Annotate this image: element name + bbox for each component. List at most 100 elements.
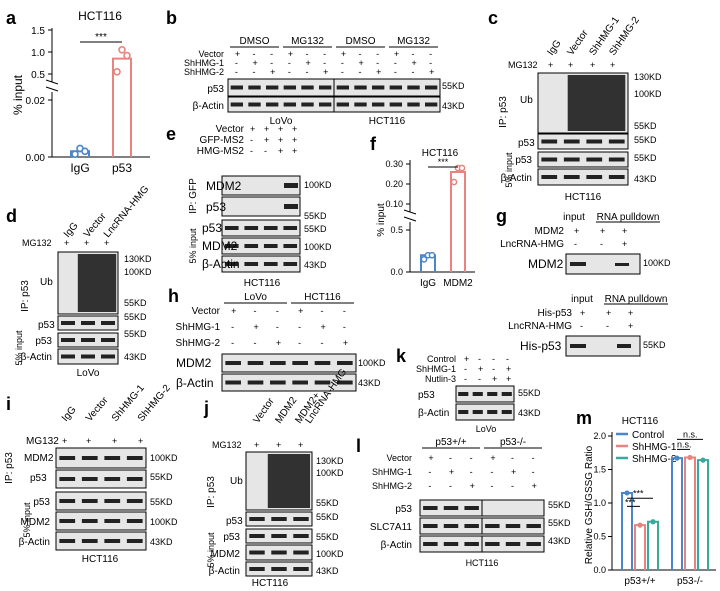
panel-b-blot-p53-lovo-band — [301, 85, 314, 90]
panel-m-title: HCT116 — [622, 416, 659, 427]
panel-e-row-label: GFP-MS2 — [200, 135, 245, 146]
panel-b-size: 55KD — [442, 81, 465, 91]
panel-b-sign: - — [412, 49, 415, 59]
panel-d-p53-blot-band — [101, 321, 115, 325]
panel-i-ip-p53-band — [104, 477, 121, 481]
panel-j-size: 100KD — [316, 549, 344, 559]
panel-h-sign: + — [276, 338, 281, 348]
panel-g-header: input — [563, 212, 585, 223]
panel-b-sign: - — [306, 49, 309, 59]
panel-i-input-p53-band — [104, 499, 121, 503]
panel-c-size: 55KD — [634, 121, 657, 131]
panel-e-sign: - — [250, 146, 253, 156]
panel-l-group: p53-/- — [500, 437, 526, 448]
panel-i-input: 5% input — [22, 502, 32, 538]
panel-d-p53-blot-band — [81, 321, 95, 325]
panel-b-blot-actin-hct — [333, 96, 441, 113]
panel-c-input-p53-band — [563, 157, 580, 162]
panel-b-cell: HCT116 — [369, 116, 406, 127]
panel-b-group: MG132 — [397, 36, 430, 47]
panel-j-size: 55KD — [316, 498, 339, 508]
panel-g-band — [615, 263, 629, 266]
panel-b-sign: - — [253, 49, 256, 59]
panel-l-blot-actin-ko-band — [485, 542, 500, 546]
panel-m-signif: *** — [625, 498, 636, 508]
panel-e-input: 5% input — [188, 228, 198, 264]
panel-j-size: 130KD — [316, 456, 344, 466]
panel-g-sign: - — [580, 321, 583, 331]
panel-d-ip: IP: p53 — [20, 280, 31, 312]
panel-c-input: 5% input — [504, 152, 514, 188]
panel-l-blot-label: p53 — [395, 504, 412, 515]
panel-a-tick-label: 0.02 — [26, 96, 46, 107]
panel-d-size: 100KD — [124, 267, 152, 277]
panel-e-input-mdm2-band — [224, 244, 239, 248]
panel-f-break — [403, 209, 417, 215]
panel-b-blot-p53-lovo-band — [283, 85, 297, 90]
panel-c-p53-blot-band — [586, 139, 603, 144]
panel-b-blot-actin-hct-band — [389, 102, 403, 107]
panel-e-input-actin-band — [224, 262, 239, 266]
panel-d-treat: MG132 — [22, 238, 52, 248]
panel-h-sign: + — [321, 322, 326, 332]
panel-m-tick-label: 2.0 — [593, 431, 606, 441]
panel-i-ip-label: p53 — [30, 473, 47, 484]
panel-j-input-actin-band — [293, 567, 309, 571]
panel-e-input-p53 — [221, 219, 301, 237]
panel-a-tick-label: 0.5 — [31, 70, 45, 81]
panel-e-size: 55KD — [304, 211, 327, 221]
panel-d-size: 55KD — [124, 312, 147, 322]
panel-l-row-label: ShHMG-2 — [372, 481, 412, 491]
panel-a-letter: a — [6, 8, 17, 28]
panel-b-sign: - — [376, 49, 379, 59]
panel-g-sign: + — [622, 239, 627, 249]
panel-j-sign: + — [254, 440, 259, 450]
panel-g-sign: + — [580, 308, 585, 318]
panel-b-blot-p53-hct-band — [371, 85, 385, 90]
panel-m-bar — [634, 524, 646, 570]
panel-l-size: 43KD — [548, 536, 571, 546]
panel-l-sign: - — [490, 467, 493, 477]
panel-l-sign: - — [449, 453, 452, 463]
panel-j-size: 43KD — [316, 566, 339, 576]
panel-l-row-label: ShHMG-1 — [372, 467, 412, 477]
panel-c-size: 43KD — [634, 174, 657, 184]
panel-b-row-label: ShHMG-1 — [184, 58, 224, 68]
panel-l-blot-p53-wt-band — [443, 506, 459, 510]
panel-m-tick-label: 1.5 — [593, 465, 606, 475]
panel-k-size: 55KD — [518, 388, 541, 398]
panel-l-blot-slc-ko-band — [526, 524, 541, 528]
panel-l-sign: + — [511, 467, 516, 477]
panel-e-input-label: p53 — [202, 221, 222, 235]
panel-m-tick-label: 0.0 — [593, 565, 606, 575]
panel-c-input-p53-band — [586, 157, 603, 162]
panel-d-sign: + — [84, 238, 89, 248]
panel-d-input-actin-band — [101, 354, 115, 359]
panel-m-tick-label: 1.0 — [593, 498, 606, 508]
panel-h-sign: + — [254, 322, 259, 332]
panel-k-sign: - — [464, 374, 467, 384]
panel-h-blot-mdm2-band — [337, 361, 353, 365]
panel-m-bar — [647, 520, 659, 570]
panel-c-lane: IgG — [545, 38, 563, 58]
panel-c-ub-blot-signal — [567, 75, 626, 131]
panel-b-sign: - — [359, 49, 362, 59]
panel-l-blot-slc-wt-band — [443, 524, 459, 528]
panel-i-ip: IP: p53 — [4, 452, 15, 484]
panel-d-size: 55KD — [124, 298, 147, 308]
panel-j-p53-blot-band — [249, 517, 265, 521]
panel-j-size: 55KD — [316, 512, 339, 522]
panel-b-blot-actin-lovo — [227, 96, 335, 113]
panel-i-input-label: p53 — [33, 497, 50, 508]
panel-d-size: 43KD — [124, 352, 147, 362]
panel-j-size: 55KD — [316, 532, 339, 542]
panel-f-point — [420, 256, 428, 263]
panel-m-point — [674, 455, 680, 461]
panel-c-input-p53-band — [541, 157, 558, 162]
panel-h-sign: - — [298, 338, 301, 348]
panel-h-letter: h — [168, 286, 179, 306]
panel-b-blot-p53-lovo-band — [265, 85, 279, 90]
panel-f-point — [428, 251, 436, 259]
panel-h-sign: - — [231, 338, 234, 348]
panel-e-ip-mdm2-band — [284, 183, 298, 188]
